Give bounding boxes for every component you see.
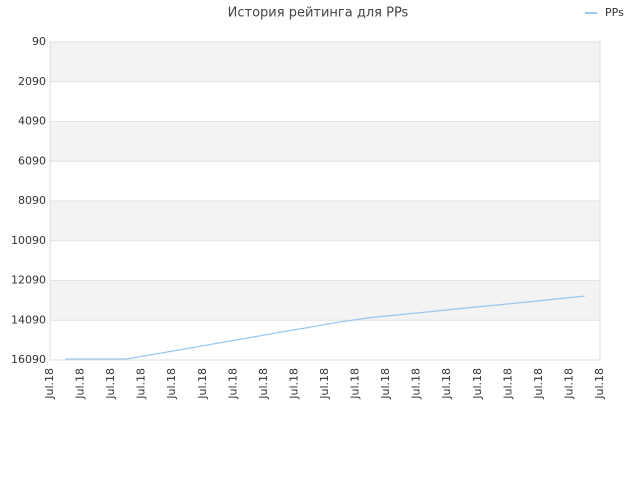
grid-band: [50, 42, 600, 82]
x-tick-label: Jul.18: [501, 368, 514, 400]
x-tick-label: Jul.18: [135, 368, 148, 400]
plot-border: [49, 41, 601, 361]
y-tick-label: 10090: [11, 234, 46, 247]
y-tick-label: 12090: [11, 274, 46, 287]
x-tick-label: Jul.18: [349, 368, 362, 400]
grid-band: [50, 280, 600, 321]
x-tick-label: Jul.18: [532, 368, 545, 400]
x-tick-label: Jul.18: [257, 368, 270, 400]
grid-band: [50, 121, 600, 162]
x-tick-label: Jul.18: [471, 368, 484, 400]
y-tick-label: 2090: [18, 75, 46, 88]
chart-title: История рейтинга для PPs: [228, 6, 409, 21]
legend-label: PPs: [605, 6, 624, 19]
x-tick-label: Jul.18: [104, 368, 117, 400]
x-tick-label: Jul.18: [593, 368, 606, 400]
x-tick-label: Jul.18: [226, 368, 239, 400]
y-tick-label: 16090: [11, 353, 46, 366]
grid-band: [50, 201, 600, 241]
x-tick-label: Jul.18: [43, 368, 56, 400]
line: [65, 295, 585, 360]
x-tick-label: Jul.18: [318, 368, 331, 400]
x-tick-label: Jul.18: [440, 368, 453, 400]
x-tick-label: Jul.18: [562, 368, 575, 400]
x-tick-label: Jul.18: [287, 368, 300, 400]
y-tick-label: 4090: [18, 115, 46, 128]
x-tick-label: Jul.18: [410, 368, 423, 400]
y-tick-label: 14090: [11, 313, 46, 326]
x-tick-label: Jul.18: [165, 368, 178, 400]
x-tick-label: Jul.18: [74, 368, 87, 400]
x-tick-label: Jul.18: [379, 368, 392, 400]
y-tick-label: 90: [32, 35, 46, 48]
y-tick-label: 8090: [18, 194, 46, 207]
y-tick-label: 6090: [18, 154, 46, 167]
x-tick-label: Jul.18: [196, 368, 209, 400]
